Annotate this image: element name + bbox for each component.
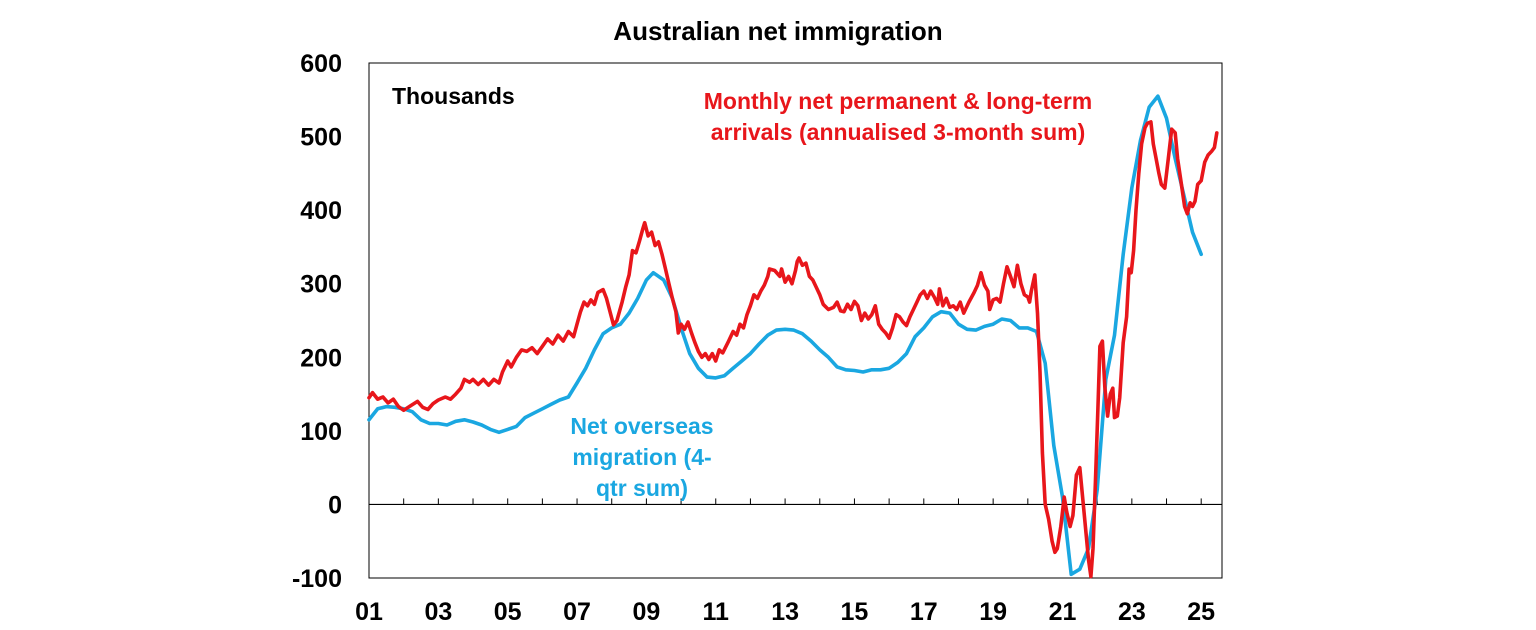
chart-title: Australian net immigration xyxy=(613,16,942,46)
x-tick-label: 09 xyxy=(632,598,660,626)
series-label-line: Net overseas xyxy=(570,413,713,439)
x-tick-label: 03 xyxy=(424,598,452,626)
y-tick-label: 600 xyxy=(300,50,342,78)
y-tick-label: 500 xyxy=(300,124,342,152)
x-tick-label: 17 xyxy=(910,598,938,626)
x-axis-tick-labels: 01 03 05 07 09 11 13 15 17 19 21 23 25 xyxy=(355,598,1215,626)
unit-label: Thousands xyxy=(392,83,515,109)
y-tick-label: 200 xyxy=(300,344,342,372)
series-label-line: Monthly net permanent & long-term xyxy=(704,88,1092,114)
x-tick-label: 05 xyxy=(494,598,522,626)
series-label-net-overseas-migration: Net overseas migration (4- qtr sum) xyxy=(570,413,713,501)
x-tick-label: 01 xyxy=(355,598,383,626)
y-tick-label: 400 xyxy=(300,197,342,225)
y-axis-tick-labels: -100 0 100 200 300 400 500 600 xyxy=(292,50,342,593)
y-tick-label: 300 xyxy=(300,271,342,299)
x-tick-label: 19 xyxy=(979,598,1007,626)
series-label-line: arrivals (annualised 3-month sum) xyxy=(711,119,1085,145)
series-label-monthly-arrivals: Monthly net permanent & long-term arrival… xyxy=(704,88,1092,145)
plot-area-frame xyxy=(368,62,1223,579)
series-line-monthly-arrivals xyxy=(367,120,1219,579)
x-tick-label: 23 xyxy=(1118,598,1146,626)
series-lines xyxy=(367,94,1219,579)
x-tick-label: 25 xyxy=(1187,598,1215,626)
series-label-line: qtr sum) xyxy=(596,475,688,501)
y-tick-label: -100 xyxy=(292,565,342,593)
x-tick-label: 07 xyxy=(563,598,591,626)
x-tick-label: 21 xyxy=(1049,598,1077,626)
series-label-line: migration (4- xyxy=(572,444,711,470)
y-tick-label: 100 xyxy=(300,418,342,446)
x-tick-label: 13 xyxy=(771,598,799,626)
x-tick-label: 15 xyxy=(841,598,869,626)
y-tick-label: 0 xyxy=(328,491,342,519)
x-tick-label: 11 xyxy=(703,598,730,626)
